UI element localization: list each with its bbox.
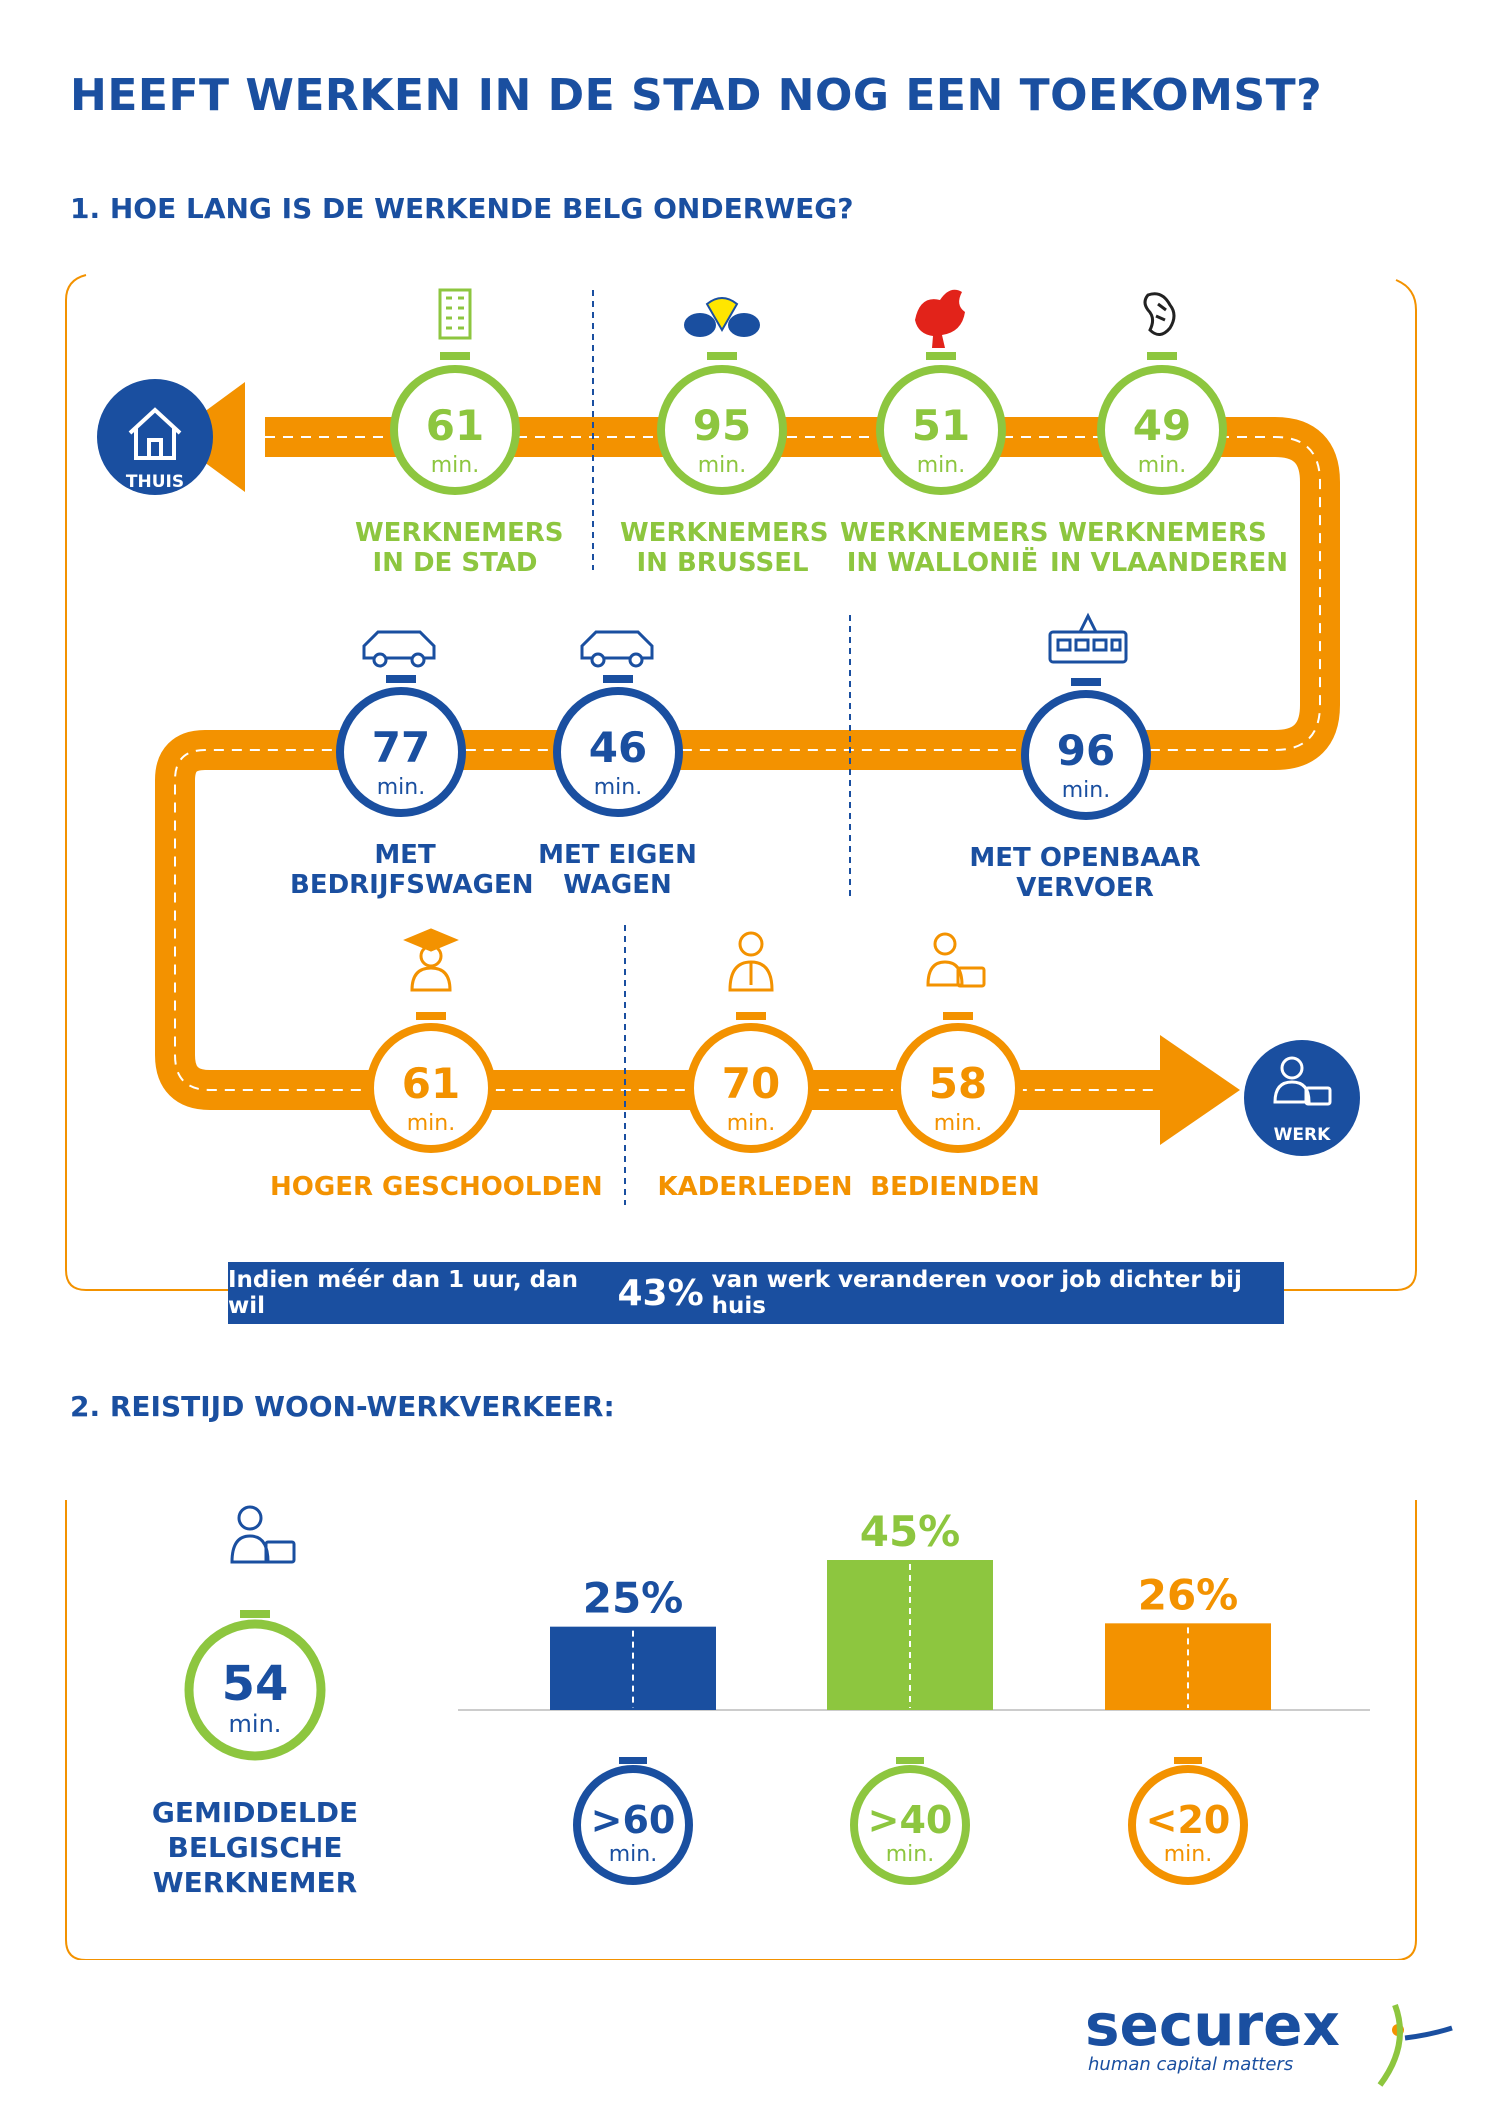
average-label: GEMIDDELDE BELGISCHE WERKNEMER: [151, 1796, 359, 1899]
label-hoger-geschoolden: HOGER GESCHOOLDEN: [270, 1172, 603, 1202]
stopwatch-openbaar-vervoer: 96 min.: [1021, 678, 1151, 820]
stopwatch-brussel: 95 min.: [657, 352, 787, 495]
banner-text-after: van werk veranderen voor job dichter bij…: [711, 1267, 1242, 1319]
label-bedienden: BEDIENDEN: [870, 1172, 1040, 1202]
house-icon: [128, 407, 182, 460]
stopwatch-unit: min.: [934, 1111, 982, 1136]
stopwatch-cap: [619, 1757, 647, 1764]
building-icon: [438, 288, 472, 340]
label-werknemers-vlaanderen: WERKNEMERS IN VLAANDEREN: [1050, 518, 1289, 578]
graduate-icon: [403, 928, 459, 992]
category-unit: min.: [1164, 1842, 1212, 1867]
car-icon: [362, 630, 436, 668]
banner-text-before: Indien méér dan 1 uur, dan wil: [228, 1267, 578, 1319]
manager-icon: [728, 931, 774, 992]
stopwatch-category: [1128, 1765, 1248, 1885]
rooster-icon: [915, 289, 965, 348]
stopwatch-bedienden: 58 min.: [893, 1012, 1023, 1153]
stopwatch-unit: min.: [407, 1111, 455, 1136]
stopwatch-average: 54 min.: [184, 1610, 326, 1761]
stopwatch-unit: min.: [431, 453, 479, 478]
stopwatch-cap: [1174, 1757, 1202, 1764]
stopwatch-value: 77: [372, 723, 430, 772]
stopwatch-unit: min.: [727, 1111, 775, 1136]
stopwatch-unit: min.: [917, 453, 965, 478]
label-kaderleden: KADERLEDEN: [657, 1172, 853, 1202]
employee-icon: [926, 932, 986, 988]
stopwatch-cap: [896, 1757, 924, 1764]
label-bedrijfswagen: MET BEDRIJFSWAGEN: [290, 840, 534, 900]
bar-value-label: 26%: [1138, 1570, 1239, 1619]
stopwatch-value: 58: [929, 1059, 987, 1108]
stopwatch-value: 51: [912, 401, 970, 450]
stopwatch-vlaanderen: 49 min.: [1097, 352, 1227, 495]
stopwatch-unit: min.: [698, 453, 746, 478]
stopwatch-unit: min.: [377, 775, 425, 800]
average-value: 54: [222, 1656, 289, 1712]
commute-route-graphic: THUIS WERK 61 min. 95 min. 51 min. 49 mi…: [65, 274, 1417, 1291]
stopwatch-value: 49: [1133, 401, 1191, 450]
stopwatch-unit: min.: [1138, 453, 1186, 478]
stopwatch-value: 70: [722, 1059, 780, 1108]
bar-value-label: 45%: [860, 1507, 961, 1556]
bar-value-label: 25%: [583, 1574, 684, 1623]
stopwatch-hoger-geschoolden: 61 min.: [366, 1012, 496, 1153]
stopwatch-stad: 61 min.: [390, 352, 520, 495]
stopwatch-wallonie: 51 min.: [876, 352, 1006, 495]
average-unit: min.: [229, 1710, 282, 1738]
work-marker: WERK: [1244, 1040, 1360, 1156]
employee-icon: [1273, 1056, 1332, 1106]
logo-name: securex: [1085, 1991, 1340, 2059]
banner-highlight: 43%: [617, 1272, 704, 1314]
label-openbaar-vervoer: MET OPENBAAR VERVOER: [969, 843, 1201, 903]
stopwatch-eigen-wagen: 46 min.: [553, 675, 683, 817]
stopwatch-value: 61: [402, 1059, 460, 1108]
tram-icon: [1048, 612, 1128, 664]
logo-tagline: human capital matters: [1088, 2054, 1293, 2075]
securex-logo: securex human capital matters: [1085, 1991, 1453, 2087]
iris-icon: [684, 297, 760, 337]
label-werknemers-stad: WERKNEMERS IN DE STAD: [355, 518, 564, 578]
car-icon: [580, 630, 654, 668]
stopwatch-kaderleden: 70 min.: [686, 1012, 816, 1153]
home-marker: THUIS: [97, 379, 213, 495]
stopwatch-value: 96: [1057, 726, 1115, 775]
home-label: THUIS: [126, 472, 184, 492]
employee-icon: [230, 1505, 296, 1564]
category-unit: min.: [609, 1842, 657, 1867]
category-label: <20: [1146, 1798, 1231, 1842]
category-unit: min.: [886, 1842, 934, 1867]
label-eigen-wagen: MET EIGEN WAGEN: [538, 840, 697, 900]
stopwatch-value: 95: [693, 401, 751, 450]
arrow-to-work: [1160, 1035, 1240, 1145]
lion-icon: [1143, 292, 1176, 336]
stopwatch-category: [850, 1765, 970, 1885]
section1-heading: 1. HOE LANG IS DE WERKENDE BELG ONDERWEG…: [70, 192, 854, 225]
label-werknemers-wallonie: WERKNEMERS IN WALLONIË: [840, 518, 1049, 578]
stopwatch-category: [573, 1765, 693, 1885]
stopwatch-bedrijfswagen: 77 min.: [336, 675, 466, 817]
stopwatch-value: 46: [589, 723, 647, 772]
page-title: HEEFT WERKEN IN DE STAD NOG EEN TOEKOMST…: [70, 70, 1323, 121]
stopwatch-value: 61: [426, 401, 484, 450]
work-label: WERK: [1274, 1125, 1331, 1145]
label-werknemers-brussel: WERKNEMERS IN BRUSSEL: [620, 518, 829, 578]
summary-banner: Indien méér dan 1 uur, dan wil 43% van w…: [228, 1262, 1284, 1324]
stopwatch-unit: min.: [594, 775, 642, 800]
category-label: >60: [591, 1798, 676, 1842]
stopwatch-unit: min.: [1062, 778, 1110, 803]
category-label: >40: [868, 1798, 953, 1842]
section2-heading: 2. REISTIJD WOON-WERKVERKEER:: [70, 1390, 615, 1423]
